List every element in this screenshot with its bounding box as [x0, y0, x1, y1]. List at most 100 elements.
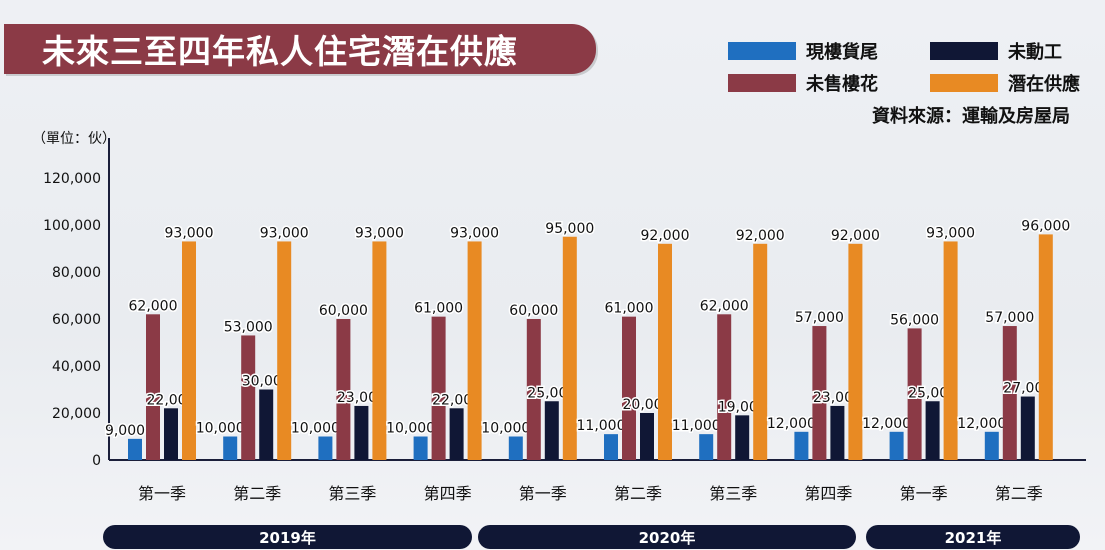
- data-label-presale-unsold: 62,000: [700, 298, 749, 314]
- data-label-presale-unsold: 62,000: [129, 298, 178, 314]
- x-tick-label: 第三季: [328, 484, 376, 503]
- year-bar-2019: 2019年: [103, 525, 472, 549]
- bar-presale-unsold: [907, 328, 922, 460]
- data-label-presale-unsold: 61,000: [414, 301, 463, 317]
- data-label-presale-unsold: 57,000: [795, 310, 844, 326]
- data-label-existing-unsold: 12,000: [767, 416, 816, 432]
- x-tick-label: 第二季: [614, 484, 662, 503]
- bar-existing-unsold: [128, 438, 142, 460]
- legend-swatch-not-started: [930, 42, 998, 60]
- bar-presale-unsold: [241, 335, 256, 460]
- data-label-presale-unsold: 57,000: [985, 310, 1034, 326]
- bar-existing-unsold: [699, 434, 714, 460]
- bar-potential-supply: [1038, 234, 1053, 460]
- data-label-potential-supply: 96,000: [1021, 218, 1070, 234]
- bar-presale-unsold: [431, 316, 446, 460]
- bar-potential-supply: [277, 241, 292, 460]
- bar-existing-unsold: [794, 431, 809, 460]
- x-tick-label: 第三季: [709, 484, 757, 503]
- data-label-existing-unsold: 12,000: [862, 416, 911, 432]
- legend-item-potential-supply: 潛在供應: [930, 70, 1080, 96]
- chart-title: 未來三至四年私人住宅潛在供應: [42, 32, 518, 71]
- x-tick-label: 第二季: [233, 484, 281, 503]
- legend-item-not-started: 未動工: [930, 38, 1062, 64]
- bar-potential-supply: [467, 241, 482, 460]
- bar-not-started: [1020, 396, 1035, 460]
- unit-label: （單位：伙）: [32, 131, 116, 147]
- data-label-potential-supply: 92,000: [831, 228, 880, 244]
- data-label-existing-unsold: 10,000: [386, 421, 435, 437]
- bar-not-started: [449, 408, 464, 460]
- data-label-presale-unsold: 61,000: [605, 301, 654, 317]
- year-label: 2020年: [638, 528, 696, 547]
- bar-potential-supply: [372, 241, 387, 460]
- legend-swatch-potential-supply: [930, 74, 998, 92]
- bar-existing-unsold: [413, 436, 428, 460]
- legend-label: 潛在供應: [1008, 74, 1080, 95]
- legend-label: 未售樓花: [806, 74, 878, 95]
- data-label-existing-unsold: 11,000: [577, 418, 626, 434]
- data-label-potential-supply: 93,000: [355, 225, 404, 241]
- legend-item-existing-unsold: 現樓貨尾: [728, 38, 878, 64]
- bar-existing-unsold: [604, 434, 618, 460]
- bar-potential-supply: [182, 241, 196, 460]
- bar-not-started: [544, 401, 559, 460]
- data-label-potential-supply: 92,000: [736, 228, 785, 244]
- data-label-potential-supply: 93,000: [450, 225, 499, 241]
- bar-existing-unsold: [318, 436, 333, 460]
- data-label-presale-unsold: 60,000: [509, 303, 558, 319]
- legend-swatch-existing-unsold: [728, 42, 796, 60]
- y-tick-label: 0: [92, 453, 101, 469]
- bar-potential-supply: [848, 243, 863, 460]
- y-tick-label: 120,000: [43, 171, 101, 187]
- bar-not-started: [925, 401, 940, 460]
- year-label: 2019年: [259, 528, 316, 547]
- bar-chart: 0 20,000 40,000 60,000 80,000 100,000 120,000 9…: [43, 138, 1086, 503]
- x-tick-label: 第一季: [519, 484, 567, 503]
- bar-existing-unsold: [223, 436, 238, 460]
- x-tick-label: 第四季: [424, 484, 472, 503]
- bar-existing-unsold: [508, 436, 523, 460]
- x-tick-label: 第一季: [900, 484, 948, 503]
- bar-presale-unsold: [146, 314, 160, 460]
- data-label-potential-supply: 93,000: [165, 225, 214, 241]
- data-label-existing-unsold: 10,000: [196, 421, 245, 437]
- bar-not-started: [830, 405, 845, 460]
- x-tick-label: 第一季: [138, 484, 186, 503]
- data-label-existing-unsold: 11,000: [672, 418, 721, 434]
- data-label-presale-unsold: 60,000: [319, 303, 368, 319]
- bar-presale-unsold: [336, 319, 351, 460]
- year-bar-2021: 2021年: [866, 525, 1080, 549]
- legend-label: 現樓貨尾: [806, 42, 878, 63]
- bar-potential-supply: [943, 241, 958, 460]
- data-label-presale-unsold: 53,000: [224, 319, 273, 335]
- data-label-potential-supply: 93,000: [926, 225, 975, 241]
- bar-existing-unsold: [889, 431, 904, 460]
- y-tick-label: 100,000: [43, 218, 101, 234]
- bar-presale-unsold: [622, 316, 636, 460]
- data-label-existing-unsold: 10,000: [291, 421, 340, 437]
- bar-not-started: [259, 389, 274, 460]
- bar-potential-supply: [753, 243, 768, 460]
- source-note: 資料來源：運輸及房屋局: [872, 106, 1070, 127]
- y-tick-label: 80,000: [52, 265, 101, 281]
- bar-potential-supply: [658, 243, 672, 460]
- x-tick-label: 第二季: [995, 484, 1043, 503]
- year-label: 2021年: [944, 528, 1002, 547]
- y-tick-label: 20,000: [52, 406, 101, 422]
- data-label-potential-supply: 95,000: [545, 221, 594, 237]
- bar-presale-unsold: [1002, 326, 1017, 460]
- data-label-presale-unsold: 56,000: [890, 312, 939, 328]
- data-label-potential-supply: 93,000: [260, 225, 309, 241]
- bar-presale-unsold: [717, 314, 732, 460]
- year-bar-2020: 2020年: [478, 525, 856, 549]
- bar-not-started: [735, 415, 750, 460]
- data-label-potential-supply: 92,000: [641, 228, 690, 244]
- legend-label: 未動工: [1008, 42, 1062, 63]
- bar-existing-unsold: [984, 431, 999, 460]
- chart-title-banner: 未來三至四年私人住宅潛在供應: [4, 24, 596, 74]
- bar-not-started: [640, 413, 654, 460]
- legend-item-presale-unsold: 未售樓花: [728, 70, 878, 96]
- data-label-existing-unsold: 12,000: [957, 416, 1006, 432]
- data-label-existing-unsold: 9,000: [105, 423, 145, 439]
